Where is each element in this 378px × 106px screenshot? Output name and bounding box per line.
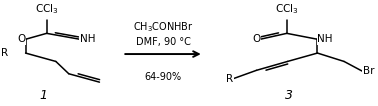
Text: R: R (226, 74, 233, 84)
Text: CH$_3$CONHBr: CH$_3$CONHBr (133, 21, 193, 34)
Text: Br: Br (363, 66, 374, 76)
Text: DMF, 90 °C: DMF, 90 °C (136, 37, 191, 47)
Text: 3: 3 (285, 89, 293, 102)
Text: 1: 1 (39, 89, 47, 102)
Text: NH: NH (318, 34, 333, 44)
Text: NH: NH (80, 34, 95, 44)
Text: O: O (252, 34, 260, 44)
Text: 64-90%: 64-90% (144, 72, 181, 82)
Text: O: O (17, 34, 26, 44)
Text: R: R (1, 48, 8, 58)
Text: CCl$_3$: CCl$_3$ (275, 2, 299, 16)
Text: CCl$_3$: CCl$_3$ (35, 2, 58, 16)
